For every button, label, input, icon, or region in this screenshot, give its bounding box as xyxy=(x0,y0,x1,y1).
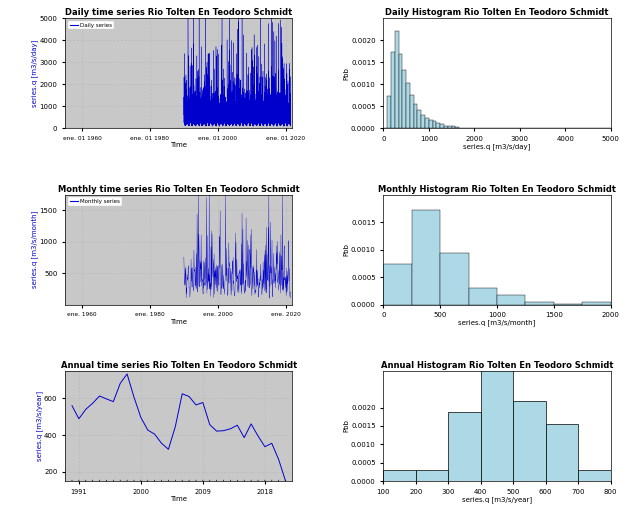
Bar xyxy=(399,54,402,128)
Title: Annual time series Rio Tolten En Teodoro Schmidt: Annual time series Rio Tolten En Teodoro… xyxy=(61,361,297,370)
Bar xyxy=(451,126,455,128)
Bar xyxy=(425,119,429,128)
Bar xyxy=(526,302,554,305)
X-axis label: series.q [m3/s/month]: series.q [m3/s/month] xyxy=(458,320,536,327)
Y-axis label: series.q [m3/s/year]: series.q [m3/s/year] xyxy=(36,391,43,461)
Bar xyxy=(417,110,421,128)
Bar xyxy=(387,96,391,128)
Bar xyxy=(410,95,414,128)
X-axis label: Time: Time xyxy=(170,142,187,148)
X-axis label: Time: Time xyxy=(170,496,187,502)
Legend: Monthly series: Monthly series xyxy=(68,197,122,205)
Bar xyxy=(497,295,526,305)
Bar xyxy=(383,470,416,481)
X-axis label: series.q [m3/s/year]: series.q [m3/s/year] xyxy=(462,496,532,503)
Title: Monthly Histogram Rio Tolten En Teodoro Schmidt: Monthly Histogram Rio Tolten En Teodoro … xyxy=(378,185,616,194)
Title: Monthly time series Rio Tolten En Teodoro Schmidt: Monthly time series Rio Tolten En Teodor… xyxy=(58,185,299,194)
Bar xyxy=(412,210,440,305)
Bar xyxy=(429,120,433,128)
Bar xyxy=(440,124,444,128)
X-axis label: series.q [m3/s/day]: series.q [m3/s/day] xyxy=(463,144,531,150)
Title: Annual Histogram Rio Tolten En Teodoro Schmidt: Annual Histogram Rio Tolten En Teodoro S… xyxy=(381,361,613,370)
Bar xyxy=(455,126,459,128)
Bar xyxy=(578,470,611,481)
Bar xyxy=(402,70,406,128)
Bar xyxy=(395,31,399,128)
Bar xyxy=(444,126,448,128)
Bar xyxy=(433,121,436,128)
Bar xyxy=(459,127,463,128)
Y-axis label: Pbb: Pbb xyxy=(343,67,350,80)
Legend: Daily series: Daily series xyxy=(68,21,113,29)
Y-axis label: series.q [m3/s/day]: series.q [m3/s/day] xyxy=(32,40,38,107)
Y-axis label: Pbb: Pbb xyxy=(343,243,350,256)
Bar xyxy=(554,304,582,305)
Title: Daily time series Rio Tolten En Teodoro Schmidt: Daily time series Rio Tolten En Teodoro … xyxy=(65,8,293,18)
Bar xyxy=(421,115,425,128)
Bar xyxy=(469,288,497,305)
Bar xyxy=(416,470,448,481)
Bar xyxy=(480,355,513,481)
Bar xyxy=(440,253,469,305)
Bar xyxy=(448,412,480,481)
Bar xyxy=(467,127,471,128)
Bar xyxy=(436,123,440,128)
X-axis label: Time: Time xyxy=(170,319,187,324)
Bar xyxy=(414,104,417,128)
Y-axis label: series.q [m3/s/month]: series.q [m3/s/month] xyxy=(32,211,38,288)
Y-axis label: Pbb: Pbb xyxy=(343,420,350,432)
Title: Daily Histogram Rio Tolten En Teodoro Schmidt: Daily Histogram Rio Tolten En Teodoro Sc… xyxy=(385,8,609,18)
Bar xyxy=(448,126,451,128)
Bar xyxy=(383,264,412,305)
Bar xyxy=(391,52,395,128)
Bar xyxy=(65,305,293,317)
Bar xyxy=(513,400,546,481)
Bar xyxy=(546,424,578,481)
Bar xyxy=(65,128,293,139)
Bar xyxy=(582,302,611,305)
Bar xyxy=(406,83,410,128)
